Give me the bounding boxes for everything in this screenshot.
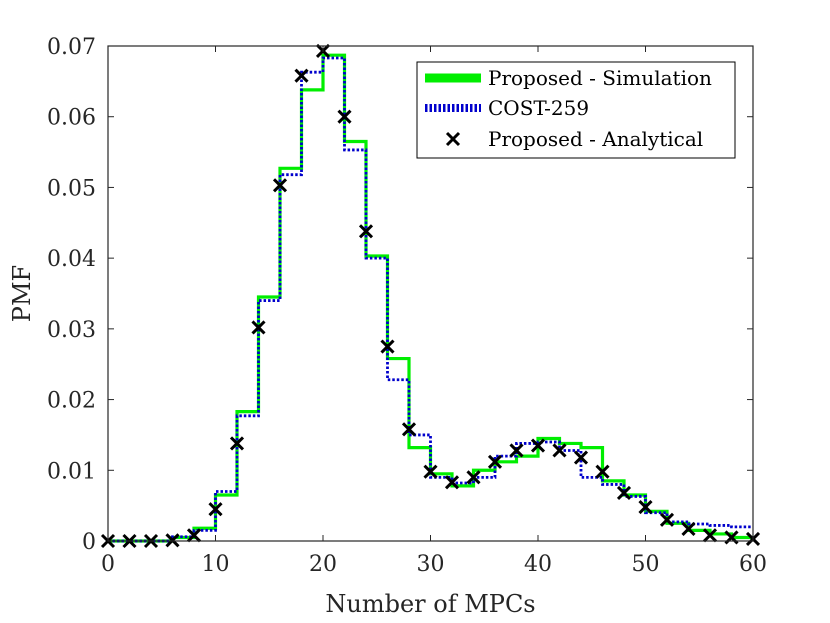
x-tick-label: 60 [739, 552, 767, 577]
marker-stroke [445, 131, 461, 147]
marker-stroke [294, 68, 309, 83]
legend-label-analytical: Proposed - Analytical [488, 127, 703, 151]
x-axis-title: Number of MPCs [325, 590, 535, 618]
analytical-point [573, 450, 589, 465]
analytical-point [487, 454, 503, 469]
analytical-point [337, 109, 352, 124]
analytical-point [681, 521, 696, 537]
series-line-cost259 [108, 56, 753, 543]
x-tick-label: 30 [417, 552, 445, 577]
marker-stroke [595, 464, 610, 479]
marker-stroke [659, 512, 675, 527]
marker-stroke [251, 320, 266, 335]
analytical-point [208, 502, 223, 517]
y-tick-label: 0 [82, 530, 96, 555]
analytical-point [702, 528, 718, 543]
marker-stroke [186, 528, 202, 543]
marker-stroke [444, 475, 460, 490]
analytical-point [380, 339, 395, 354]
analytical-point [509, 443, 524, 458]
analytical-point [358, 224, 374, 239]
analytical-point [595, 464, 610, 479]
analytical-point [552, 443, 567, 458]
analytical-point [530, 438, 546, 453]
analytical-point [186, 528, 202, 543]
marker-stroke [165, 533, 180, 548]
analytical-point [229, 436, 245, 451]
y-tick-label: 0.07 [47, 35, 96, 60]
x-tick-label: 40 [524, 552, 552, 577]
y-axis-title: PMF [8, 265, 36, 322]
legend-label-simulation: Proposed - Simulation [488, 66, 712, 90]
marker-stroke [401, 422, 417, 437]
marker-stroke [616, 485, 632, 500]
analytical-point [272, 178, 288, 193]
y-tick-label: 0.04 [47, 247, 96, 272]
marker-stroke [638, 499, 653, 515]
y-tick-label: 0.05 [47, 176, 96, 201]
marker-stroke [573, 450, 589, 465]
marker-stroke [272, 178, 288, 193]
analytical-point [616, 485, 632, 500]
legend: Proposed - Simulation COST-259 Proposed … [416, 61, 736, 159]
x-tick-label: 50 [632, 552, 660, 577]
marker-stroke [702, 528, 718, 543]
marker-stroke [229, 436, 245, 451]
legend-marker-analytical [445, 131, 461, 147]
legend-label-cost259: COST-259 [488, 96, 589, 120]
y-tick-label: 0.02 [47, 389, 96, 414]
analytical-point [251, 320, 266, 335]
marker-stroke [509, 443, 524, 458]
analytical-point [444, 475, 460, 490]
marker-stroke [487, 454, 503, 469]
series-layer [100, 43, 761, 549]
legend-x-marker [445, 131, 461, 147]
analytical-point [659, 512, 675, 527]
analytical-point [165, 533, 180, 548]
marker-stroke [208, 502, 223, 517]
ticks-layer: 0 10 20 30 40 50 60 0 0.01 0.02 0.03 0.04 0.05 0.06 0.… [47, 35, 767, 577]
marker-stroke [552, 443, 567, 458]
analytical-point [423, 464, 438, 479]
marker-stroke [530, 438, 546, 453]
analytical-point [294, 68, 309, 83]
marker-stroke [423, 464, 438, 479]
x-tick-label: 10 [202, 552, 230, 577]
x-tick-label: 0 [101, 552, 115, 577]
y-tick-label: 0.01 [47, 459, 96, 484]
analytical-point [638, 499, 653, 515]
marker-stroke [681, 521, 696, 537]
marker-stroke [380, 339, 395, 354]
marker-stroke [358, 224, 374, 239]
y-tick-label: 0.06 [47, 106, 96, 131]
x-tick-label: 20 [309, 552, 337, 577]
analytical-point [401, 422, 417, 437]
y-tick-label: 0.03 [47, 318, 96, 343]
marker-stroke [466, 470, 481, 485]
analytical-point [466, 470, 481, 485]
marker-stroke [337, 109, 352, 124]
